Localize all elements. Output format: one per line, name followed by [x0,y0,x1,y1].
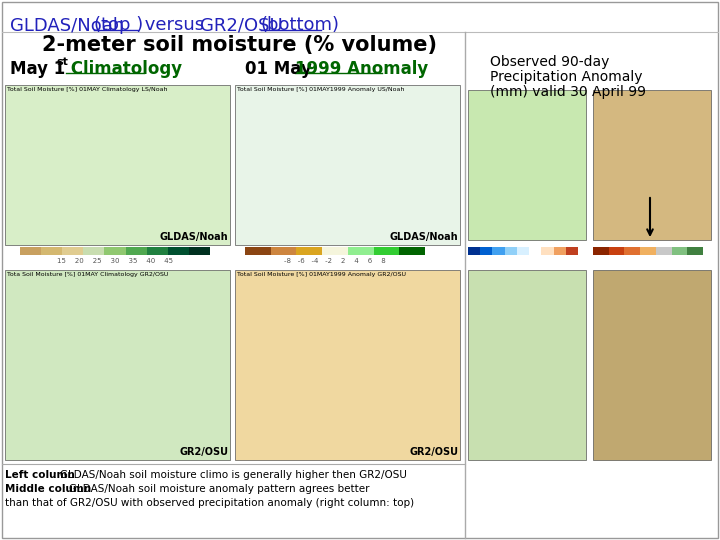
Bar [5,270,230,460]
Bar [374,247,400,255]
Text: Total Soil Moisture [%] 01MAY Climatology LS/Noah: Total Soil Moisture [%] 01MAY Climatolog… [7,87,168,92]
Text: GLDAS/Noah: GLDAS/Noah [10,16,130,34]
Bar [529,247,541,255]
Text: GLDAS/Noah: GLDAS/Noah [390,232,458,242]
Text: 01 May: 01 May [245,60,318,78]
Text: : GLDAS/Noah soil moisture climo is generally higher then GR2/OSU: : GLDAS/Noah soil moisture climo is gene… [53,470,408,480]
Bar [147,247,168,255]
Text: GR2/OSU: GR2/OSU [200,16,289,34]
Bar [168,247,189,255]
Bar [541,247,554,255]
Text: GR2/OSU: GR2/OSU [409,447,458,457]
Bar [235,270,460,460]
Bar [656,247,672,255]
Text: (mm) valid 30 April 99: (mm) valid 30 April 99 [490,85,646,99]
Bar [245,247,271,255]
Bar [189,247,210,255]
Text: (top ): (top ) [94,16,143,34]
Bar [554,247,566,255]
Bar [672,247,688,255]
Bar [505,247,517,255]
Bar [624,247,640,255]
Bar [468,270,586,460]
Bar [271,247,297,255]
Bar [608,247,624,255]
Bar [593,247,608,255]
Bar [468,90,586,240]
Bar [480,247,492,255]
Bar [517,247,529,255]
Text: (bottom): (bottom) [261,16,340,34]
Text: -8   -6   -4   -2    2    4    6    8: -8 -6 -4 -2 2 4 6 8 [284,258,386,264]
Bar [297,247,322,255]
Text: May 1: May 1 [10,60,66,78]
Bar [492,247,505,255]
Bar [400,247,425,255]
Text: 1999 Anomaly: 1999 Anomaly [295,60,428,78]
Bar [41,247,62,255]
Text: Total Soil Moisture [%] 01MAY1999 Anomaly US/Noah: Total Soil Moisture [%] 01MAY1999 Anomal… [237,87,405,92]
Bar [125,247,147,255]
Bar [593,270,711,460]
Text: GLDAS/Noah: GLDAS/Noah [159,232,228,242]
Text: Climatology: Climatology [65,60,182,78]
Text: GR2/OSU: GR2/OSU [179,447,228,457]
Bar [566,247,578,255]
Bar [84,247,104,255]
Bar [104,247,125,255]
Bar [348,247,374,255]
Bar [62,247,84,255]
Text: Middle column: Middle column [5,484,91,494]
Bar [468,247,480,255]
Text: versus: versus [139,16,210,34]
Bar [5,85,230,245]
Text: : GLDAS/Noah soil moisture anomaly pattern agrees better: : GLDAS/Noah soil moisture anomaly patte… [62,484,369,494]
Text: Observed 90-day: Observed 90-day [490,55,609,69]
Text: 15    20    25    30    35    40    45: 15 20 25 30 35 40 45 [57,258,173,264]
Bar [688,247,703,255]
Text: Precipitation Anomaly: Precipitation Anomaly [490,70,642,84]
Bar [593,90,711,240]
Bar [235,85,460,245]
Text: Total Soil Moisture [%] 01MAY1999 Anomaly GR2/OSU: Total Soil Moisture [%] 01MAY1999 Anomal… [237,272,406,277]
Text: st: st [56,57,68,67]
Text: Left column: Left column [5,470,75,480]
Bar [640,247,656,255]
Text: than that of GR2/OSU with observed precipitation anomaly (right column: top): than that of GR2/OSU with observed preci… [5,498,414,508]
Bar [322,247,348,255]
Text: Tota Soil Moisture [%] 01MAY Climatology GR2/OSU: Tota Soil Moisture [%] 01MAY Climatology… [7,272,168,277]
Bar [20,247,41,255]
Text: 2-meter soil moisture (% volume): 2-meter soil moisture (% volume) [42,35,438,55]
